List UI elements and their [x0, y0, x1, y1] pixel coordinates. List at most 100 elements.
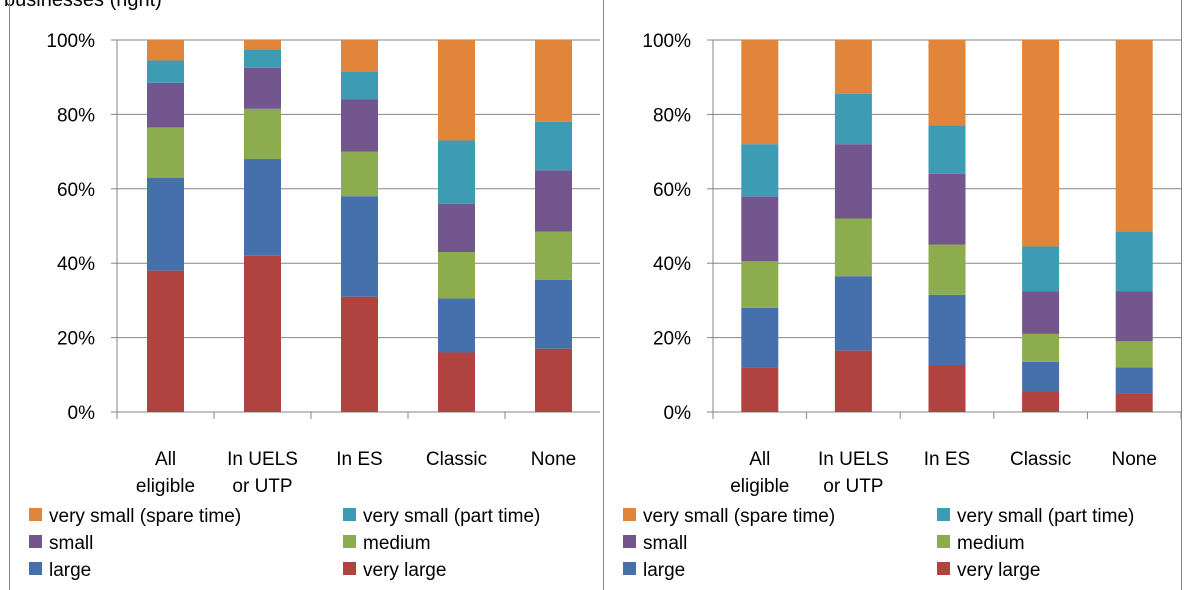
- right-legend-label-very-small-part-time: very small (part time): [957, 506, 1134, 527]
- left-bar-medium: [535, 231, 572, 280]
- right-legend-label-medium: medium: [957, 533, 1025, 554]
- left-bar-very-small-spare-time: [438, 40, 475, 141]
- right-y-tick-label: 100%: [642, 31, 691, 52]
- left-bar-very-small-spare-time: [341, 40, 378, 72]
- left-legend-swatch-very-large: [343, 562, 356, 575]
- left-y-tick-label: 60%: [57, 180, 95, 201]
- left-legend-label-small: small: [49, 533, 93, 554]
- right-bar-medium: [1022, 333, 1060, 362]
- right-panel-border: [1181, 0, 1182, 590]
- figure-caption: businesses (right): [4, 0, 162, 11]
- chart-left: 0% 20% 40% 60% 80% 100% All eligible In UELS or U…: [29, 31, 600, 581]
- left-bar-very-small-part-time: [535, 121, 572, 171]
- left-legend-swatch-medium: [343, 535, 356, 548]
- left-bar-medium: [341, 151, 378, 197]
- left-panel-border: [9, 0, 10, 590]
- right-x-tick-label: or UTP: [823, 476, 883, 497]
- right-bar-medium: [928, 244, 966, 295]
- left-bar-large: [341, 196, 378, 297]
- right-legend-swatch-medium: [937, 535, 950, 548]
- left-bar-large: [147, 177, 184, 271]
- left-bar-very-small-part-time: [438, 140, 475, 204]
- right-bar-small: [1115, 291, 1153, 342]
- right-bar-very-small-spare-time: [928, 40, 966, 126]
- right-bar-very-small-part-time: [1022, 246, 1060, 292]
- right-legend-label-large: large: [643, 560, 685, 581]
- left-x-tick-label: All: [155, 449, 176, 470]
- right-x-tick-label: In ES: [924, 449, 970, 470]
- chart-right: 0% 20% 40% 60% 80% 100% All eligible In UELS or U…: [623, 31, 1182, 581]
- left-x-tick-label: None: [531, 449, 576, 470]
- right-bar-small: [928, 173, 966, 245]
- right-y-tick-label: 0%: [664, 403, 692, 424]
- right-legend-swatch-very-large: [937, 562, 950, 575]
- right-bar-very-large: [1115, 393, 1153, 412]
- left-legend-swatch-large: [29, 562, 42, 575]
- left-legend-label-very-small-part-time: very small (part time): [363, 506, 540, 527]
- left-legend-label-very-small-spare-time: very small (spare time): [49, 506, 241, 527]
- right-bar-very-small-part-time: [928, 125, 966, 174]
- right-legend-swatch-very-small-part-time: [937, 508, 950, 521]
- right-bar-large: [1115, 367, 1153, 394]
- right-legend-label-very-small-spare-time: very small (spare time): [643, 506, 835, 527]
- left-legend-label-large: large: [49, 560, 91, 581]
- left-bar-very-small-part-time: [244, 49, 281, 68]
- left-bar-large: [535, 279, 572, 349]
- left-bar-very-small-part-time: [341, 71, 378, 100]
- right-bar-large: [741, 307, 779, 368]
- right-x-tick-label: None: [1111, 449, 1156, 470]
- left-bar-very-small-spare-time: [147, 40, 184, 61]
- left-x-tick-label: In UELS: [227, 449, 298, 470]
- right-bar-very-large: [834, 350, 872, 412]
- left-x-tick-label: In ES: [336, 449, 382, 470]
- left-legend-label-medium: medium: [363, 533, 431, 554]
- left-x-tick-label: or UTP: [232, 476, 292, 497]
- right-bar-large: [928, 294, 966, 366]
- left-y-tick-label: 100%: [46, 31, 95, 52]
- right-x-tick-label: In UELS: [818, 449, 889, 470]
- right-y-tick-label: 80%: [653, 105, 691, 126]
- left-y-tick-label: 20%: [57, 329, 95, 350]
- right-legend-swatch-small: [623, 535, 636, 548]
- left-bar-medium: [244, 108, 281, 160]
- left-bar-very-small-spare-time: [244, 40, 281, 50]
- right-bar-very-large: [1022, 391, 1060, 412]
- right-legend-swatch-very-small-spare-time: [623, 508, 636, 521]
- left-bar-small: [147, 82, 184, 128]
- right-x-tick-label: eligible: [730, 476, 789, 497]
- left-bar-very-large: [535, 348, 572, 412]
- right-legend-label-small: small: [643, 533, 687, 554]
- right-bar-large: [834, 276, 872, 351]
- middle-panel-border: [603, 0, 604, 590]
- right-bar-small: [1022, 291, 1060, 334]
- right-bar-very-large: [741, 367, 779, 412]
- left-y-tick-label: 40%: [57, 254, 95, 275]
- right-bar-very-small-part-time: [1115, 231, 1153, 292]
- left-bar-small: [244, 67, 281, 109]
- left-bar-medium: [147, 127, 184, 178]
- left-bar-small: [341, 99, 378, 152]
- right-bar-very-small-spare-time: [1022, 40, 1060, 247]
- right-bar-very-small-spare-time: [834, 40, 872, 94]
- left-legend-label-very-large: very large: [363, 560, 446, 581]
- right-x-tick-label: All: [749, 449, 770, 470]
- left-bar-large: [438, 298, 475, 353]
- right-bar-very-small-part-time: [834, 93, 872, 145]
- right-bar-very-small-spare-time: [741, 40, 779, 145]
- right-bar-small: [741, 196, 779, 262]
- left-legend-swatch-very-small-spare-time: [29, 508, 42, 521]
- right-bar-medium: [834, 218, 872, 277]
- left-legend-swatch-small: [29, 535, 42, 548]
- right-legend-label-very-large: very large: [957, 560, 1040, 581]
- right-y-tick-label: 40%: [653, 254, 691, 275]
- right-chart-group: 0% 20% 40% 60% 80% 100% All eligible In UELS or U…: [623, 31, 1182, 581]
- right-x-tick-label: Classic: [1010, 449, 1071, 470]
- right-bar-medium: [741, 261, 779, 308]
- left-bar-medium: [438, 252, 475, 299]
- left-bar-large: [244, 159, 281, 256]
- left-legend-swatch-very-small-part-time: [343, 508, 356, 521]
- left-bar-very-small-spare-time: [535, 40, 572, 122]
- right-bar-very-large: [928, 365, 966, 412]
- right-bar-very-small-part-time: [741, 144, 779, 197]
- left-y-tick-label: 80%: [57, 105, 95, 126]
